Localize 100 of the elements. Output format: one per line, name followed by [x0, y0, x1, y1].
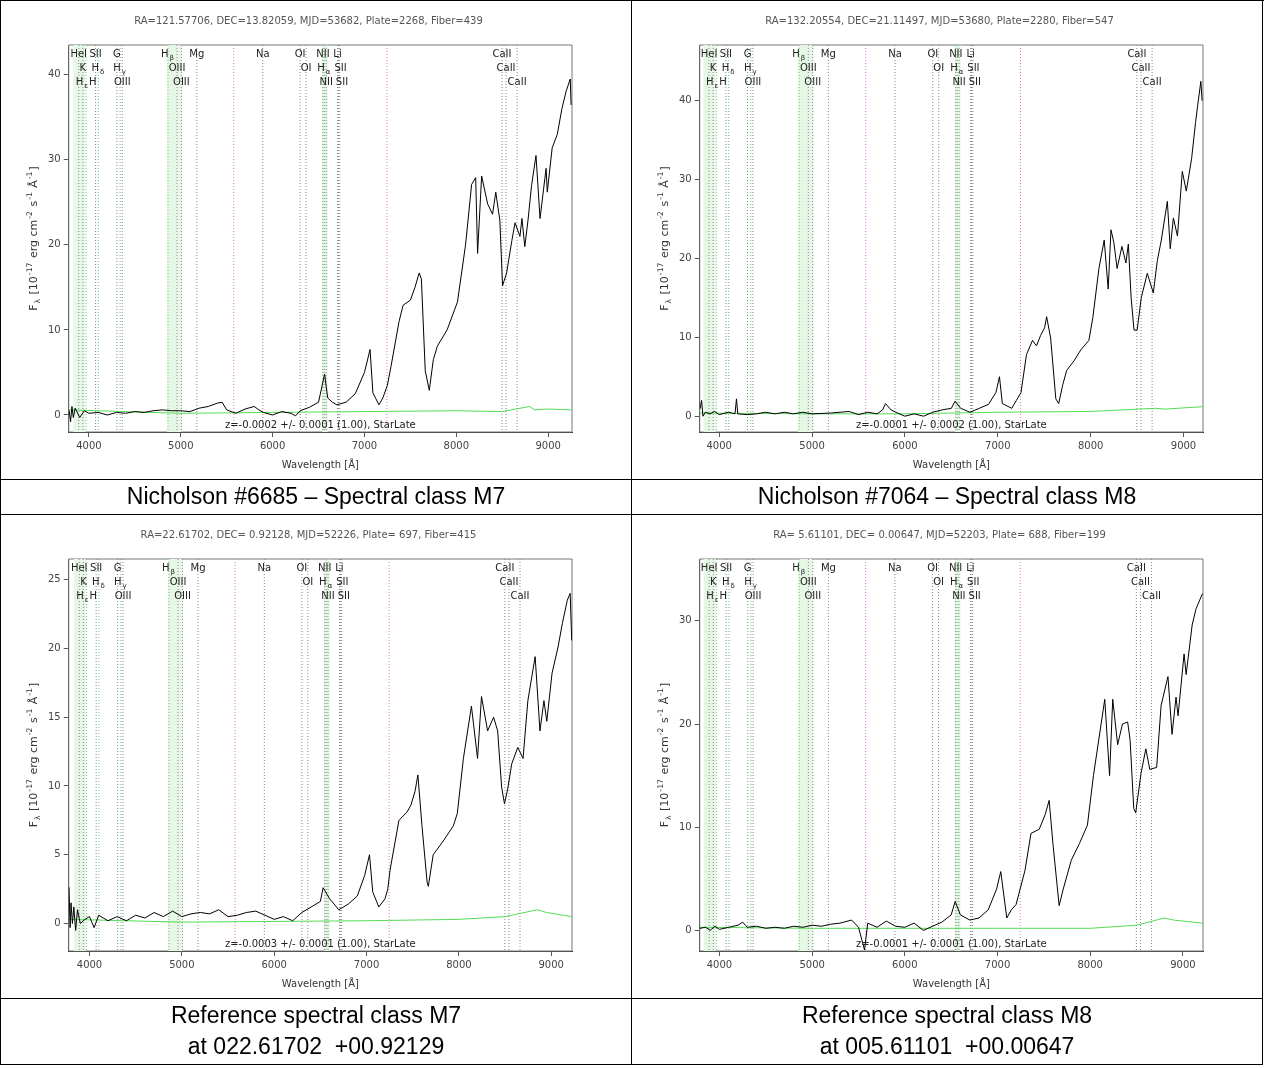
ref-line-label: SII — [719, 48, 733, 59]
x-tick-label: 6000 — [259, 439, 286, 451]
ref-line-label: OIII — [744, 76, 762, 87]
ref-line-label: OI — [300, 62, 312, 73]
ref-line-label: CaII — [496, 62, 516, 73]
ref-line-label: CaII — [499, 576, 519, 587]
ref-line-label: G — [743, 48, 752, 59]
chart-title: RA=121.57706, DEC=13.82059, MJD=53682, Plate=2268, Fiber=439 — [134, 14, 483, 26]
chart-title: RA= 5.61101, DEC= 0.00647, MJD=52203, Plate= 688, Fiber=199 — [773, 528, 1106, 540]
ref-line-label: OIII — [799, 576, 817, 587]
ref-line-label: OI — [933, 576, 944, 587]
y-tick-label: 40 — [678, 93, 692, 105]
x-tick-label: 5000 — [168, 439, 194, 451]
x-tick-label: 7000 — [984, 958, 1011, 970]
x-tick-label: 7000 — [351, 439, 378, 451]
x-axis-title: Wavelength [Å] — [281, 976, 360, 989]
y-tick-label: 10 — [678, 330, 692, 342]
ref-line-label: NII — [948, 562, 963, 573]
x-tick-label: 9000 — [538, 958, 564, 970]
ref-line-label: SII — [90, 562, 103, 573]
y-tick-label: 0 — [54, 917, 61, 929]
ref-line-label: Li — [966, 48, 975, 59]
ref-line-label: HeI — [700, 48, 718, 59]
ref-line-label: CaII — [1131, 62, 1151, 73]
ref-line-label: OI — [296, 562, 308, 573]
ref-line-label: SII — [968, 590, 981, 601]
ref-line-label: K — [79, 62, 87, 73]
ref-line-label: CaII — [495, 562, 515, 573]
ref-line-label: SII — [720, 562, 733, 573]
y-tick-label: 5 — [54, 848, 61, 860]
ref-line-label: HeI — [700, 562, 718, 573]
y-tick-label: 10 — [47, 323, 61, 335]
ref-line-label: CaII — [492, 48, 512, 59]
y-tick-label: 0 — [685, 923, 692, 935]
text: Nicholson #7064 – Spectral class M8 — [632, 479, 1262, 514]
ref-line-label: NII — [319, 76, 333, 87]
ref-line-label: SII — [334, 62, 347, 73]
ref-line-label: G — [113, 562, 122, 573]
text: Reference spectral class M7 — [170, 1002, 462, 1028]
ref-line-label: NII — [949, 48, 963, 59]
x-tick-label: 9000 — [535, 439, 561, 451]
ref-line-label: NII — [316, 48, 330, 59]
ref-line-label: CaII — [510, 590, 530, 601]
ref-line-label: OIII — [174, 590, 191, 601]
annotation: z=-0.0001 +/- 0.0002 (1.00), StarLate — [855, 418, 1047, 430]
ref-line-label: OIII — [169, 576, 187, 587]
ref-line-label: Li — [966, 562, 975, 573]
x-axis-title: Wavelength [Å] — [912, 457, 991, 470]
y-tick-label: 25 — [47, 573, 61, 585]
ref-line-label: Na — [888, 562, 902, 573]
y-tick-label: 30 — [678, 172, 692, 184]
x-tick-label: 8000 — [443, 439, 470, 451]
ref-line-label: Li — [333, 48, 342, 59]
ref-line-label: SII — [89, 48, 102, 59]
ref-line-label: Na — [255, 48, 270, 59]
ref-line-label: Mg — [189, 48, 205, 59]
x-tick-label: 8000 — [1077, 439, 1104, 451]
ref-line-label: SII — [335, 76, 349, 87]
ref-line-label: CaII — [507, 76, 527, 87]
y-tick-label: 10 — [678, 820, 692, 832]
x-tick-label: 8000 — [446, 958, 472, 970]
ref-line-label: SII — [968, 76, 982, 87]
y-tick-label: 0 — [685, 409, 692, 421]
ref-line-label: NII — [952, 590, 966, 601]
ref-line-label: SII — [336, 576, 349, 587]
ref-line-label: CaII — [1127, 48, 1147, 59]
ref-line-label: OI — [927, 562, 939, 573]
x-tick-label: 4000 — [76, 439, 102, 451]
y-tick-label: 10 — [47, 779, 61, 791]
ref-line-label: OIII — [804, 590, 822, 601]
x-tick-label: 5000 — [169, 958, 195, 970]
ref-line-label: K — [80, 576, 88, 587]
annotation: z=-0.0003 +/- 0.0001 (1.00), StarLate — [224, 937, 416, 949]
ref-line-label: HeI — [70, 48, 88, 59]
ref-line-label: CaII — [1142, 76, 1162, 87]
x-tick-label: 4000 — [706, 958, 733, 970]
ref-line-label: OIII — [744, 590, 762, 601]
annotation: z=-0.0002 +/- 0.0001 (1.00), StarLate — [224, 418, 416, 430]
ref-line-label: CaII — [1142, 590, 1162, 601]
text: Reference spectral class M8 — [801, 1002, 1093, 1028]
ref-line-label: K — [710, 576, 718, 587]
x-tick-label: 7000 — [353, 958, 380, 970]
ref-line-label: Li — [335, 562, 344, 573]
ref-line-label: K — [709, 62, 717, 73]
x-tick-label: 8000 — [1077, 958, 1103, 970]
ref-line-label: OIII — [114, 590, 132, 601]
y-tick-label: 20 — [47, 238, 61, 250]
ref-line-label: G — [743, 562, 752, 573]
x-tick-label: 5000 — [799, 439, 825, 451]
text: at 005.61101 +00.00647 — [819, 1033, 1075, 1059]
x-tick-label: 6000 — [261, 958, 287, 970]
x-axis-title: Wavelength [Å] — [281, 457, 360, 470]
ref-line-label: OI — [927, 48, 939, 59]
ref-line-label: OIII — [173, 76, 190, 87]
x-tick-label: 9000 — [1170, 958, 1196, 970]
text: at 022.61702 +00.92129 — [187, 1033, 445, 1059]
y-tick-label: 30 — [678, 614, 692, 626]
x-tick-label: 6000 — [892, 439, 918, 451]
x-tick-label: 7000 — [985, 439, 1011, 451]
y-tick-label: 30 — [47, 153, 61, 165]
